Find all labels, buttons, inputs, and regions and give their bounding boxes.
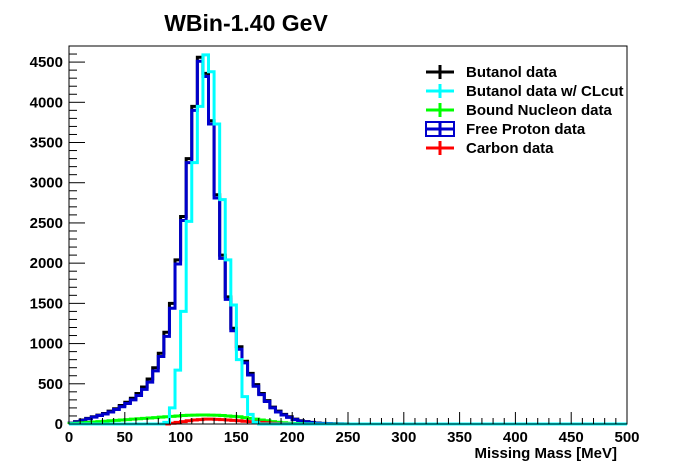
x-tick-label: 350 (447, 429, 472, 446)
legend-entry-butanol-data: Butanol data (426, 64, 557, 81)
x-tick-label: 100 (168, 429, 193, 446)
y-tick-label: 3500 (30, 135, 63, 152)
chart-title: WBin-1.40 GeV (164, 10, 328, 36)
legend-label: Bound Nucleon data (466, 102, 612, 119)
legend-entry-butanol-data-w-clcut: Butanol data w/ CLcut (426, 83, 624, 100)
x-tick-label: 450 (559, 429, 584, 446)
y-tick-label: 500 (38, 376, 63, 393)
legend-label: Butanol data (466, 64, 557, 81)
legend-label: Carbon data (466, 140, 554, 157)
legend-entry-carbon-data: Carbon data (426, 140, 554, 157)
x-tick-label: 150 (224, 429, 249, 446)
x-axis-label: Missing Mass [MeV] (474, 445, 617, 462)
axis-layer: 0 50 100 150 200 250 300 350 400 450 500 0 500 1000 15… (30, 45, 640, 446)
legend-label: Butanol data w/ CLcut (466, 83, 624, 100)
x-tick-label: 50 (116, 429, 133, 446)
x-tick-label: 500 (614, 429, 639, 446)
legend-label: Free Proton data (466, 121, 586, 138)
legend: Butanol data Butanol data w/ CLcut Bound N… (425, 64, 624, 157)
y-tick-label: 2500 (30, 215, 63, 232)
y-tick-label: 2000 (30, 255, 63, 272)
y-tick-label: 1500 (30, 295, 63, 312)
x-tick-label: 0 (65, 429, 73, 446)
y-tick-label: 4500 (30, 54, 63, 71)
x-tick-label: 200 (280, 429, 305, 446)
y-tick-label: 0 (55, 416, 63, 433)
y-tick-label: 3000 (30, 175, 63, 192)
y-tick-label: 1000 (30, 336, 63, 353)
x-tick-label: 400 (503, 429, 528, 446)
y-tick-label: 4000 (30, 94, 63, 111)
legend-entry-free-proton-data: Free Proton data (425, 121, 586, 138)
legend-entry-bound-nucleon-data: Bound Nucleon data (426, 102, 612, 119)
x-tick-label: 250 (335, 429, 360, 446)
x-tick-label: 300 (391, 429, 416, 446)
